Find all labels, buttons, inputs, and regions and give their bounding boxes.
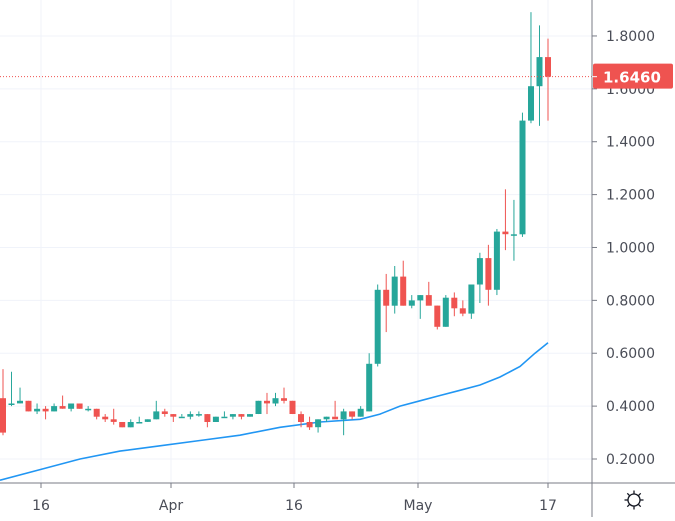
time-tick-label: Apr xyxy=(159,498,183,514)
price-tick-label: 1.0000 xyxy=(606,240,655,256)
candle xyxy=(545,38,551,121)
candle xyxy=(161,408,168,417)
candle xyxy=(229,414,236,420)
candle xyxy=(59,395,66,409)
price-tick-label: 0.4000 xyxy=(606,399,655,415)
candle xyxy=(408,295,415,309)
candle xyxy=(451,292,458,317)
chart-grid xyxy=(0,0,592,483)
candle xyxy=(476,252,483,304)
candle xyxy=(306,416,313,430)
candle xyxy=(170,414,177,422)
candle xyxy=(212,416,219,422)
candle xyxy=(391,265,398,314)
time-tick-label: 16 xyxy=(32,498,50,514)
price-tick-label: 1.8000 xyxy=(606,29,655,45)
candle xyxy=(417,295,424,319)
candle xyxy=(400,260,407,306)
time-tick-label: 16 xyxy=(285,498,303,514)
price-tick-label: 1.2000 xyxy=(606,188,655,204)
candle xyxy=(127,419,134,428)
candle xyxy=(204,414,211,428)
candle xyxy=(272,392,279,407)
candle xyxy=(434,305,441,330)
candle xyxy=(459,300,466,317)
time-axis[interactable]: 16 Apr 16 May 17 xyxy=(0,482,675,514)
candle xyxy=(425,281,432,306)
candle xyxy=(442,295,449,327)
candle xyxy=(366,353,373,412)
candle xyxy=(187,411,194,420)
candle xyxy=(8,371,15,407)
price-tick-label: 0.2000 xyxy=(606,452,655,468)
candle xyxy=(374,284,381,367)
candle xyxy=(221,411,228,419)
candle xyxy=(85,406,92,412)
candle xyxy=(298,411,304,428)
candle xyxy=(315,419,322,433)
candle xyxy=(102,414,109,422)
time-tick-label: May xyxy=(404,498,433,514)
candle xyxy=(144,419,151,422)
candle xyxy=(17,387,23,404)
candle xyxy=(68,403,75,412)
candle xyxy=(323,416,330,422)
candle xyxy=(178,414,185,419)
last-price-tag: 1.6460 xyxy=(592,63,673,89)
moving-average-line xyxy=(0,342,549,481)
candle xyxy=(51,403,58,412)
price-tick-label: 0.6000 xyxy=(606,346,655,362)
candle xyxy=(383,273,390,333)
candle xyxy=(357,406,364,417)
candle xyxy=(0,369,6,436)
candle xyxy=(510,199,517,261)
candle xyxy=(93,408,100,420)
candle xyxy=(264,392,270,415)
candle xyxy=(485,244,492,306)
candle xyxy=(332,400,339,420)
price-tick-label: 0.8000 xyxy=(606,293,655,309)
candle xyxy=(519,112,526,237)
candle xyxy=(195,411,202,417)
candle xyxy=(349,411,356,420)
price-tick-label: 1.4000 xyxy=(606,135,655,151)
chart-settings-button[interactable] xyxy=(592,483,675,517)
candle xyxy=(340,408,347,436)
last-price-label: 1.6460 xyxy=(603,69,661,87)
candle xyxy=(281,387,287,404)
gear-icon xyxy=(624,490,643,510)
candlestick-series xyxy=(0,12,551,436)
candle xyxy=(42,406,49,420)
candle xyxy=(34,403,41,415)
candle xyxy=(153,400,160,420)
candle xyxy=(528,12,534,124)
candle xyxy=(502,189,509,251)
candle xyxy=(25,400,32,412)
candle xyxy=(238,414,245,420)
candle xyxy=(255,400,262,415)
candle xyxy=(289,400,296,415)
candle xyxy=(247,414,253,417)
candle xyxy=(110,408,117,425)
price-axis[interactable]: 0.2000 0.4000 0.6000 0.8000 1.0000 1.2000 1.40… xyxy=(591,0,655,517)
candle xyxy=(536,25,543,126)
candle xyxy=(493,228,500,296)
candle xyxy=(136,416,143,424)
candle xyxy=(119,421,126,428)
candle xyxy=(76,403,83,409)
time-tick-label: 17 xyxy=(539,498,557,514)
candle xyxy=(468,284,475,319)
